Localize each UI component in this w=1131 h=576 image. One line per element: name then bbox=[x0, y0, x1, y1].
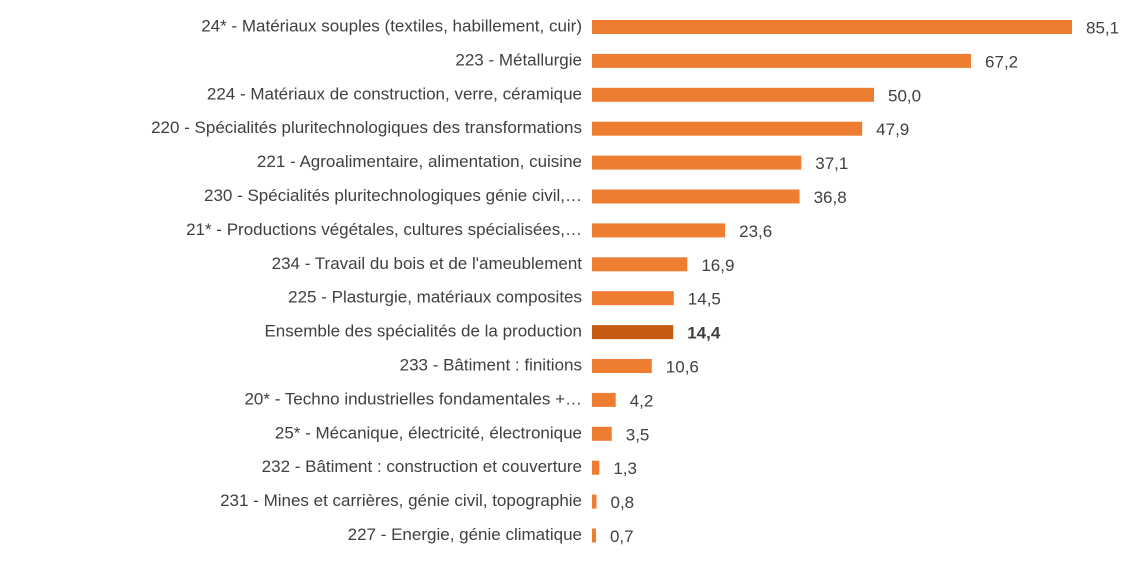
category-label: 223 - Métallurgie bbox=[455, 50, 582, 69]
value-label: 3,5 bbox=[626, 425, 650, 444]
category-label: 232 - Bâtiment : construction et couvert… bbox=[262, 457, 582, 476]
value-label: 50,0 bbox=[888, 86, 921, 105]
value-label: 14,4 bbox=[687, 324, 721, 343]
value-label: 1,3 bbox=[613, 459, 637, 478]
bar bbox=[592, 87, 875, 102]
value-label: 67,2 bbox=[985, 52, 1018, 71]
value-label: 16,9 bbox=[701, 256, 734, 275]
bar bbox=[592, 189, 800, 204]
bar bbox=[592, 20, 1072, 34]
category-label: 21* - Productions végétales, cultures sp… bbox=[186, 220, 582, 239]
category-label: 231 - Mines et carrières, génie civil, t… bbox=[220, 491, 582, 510]
bar bbox=[592, 291, 674, 306]
value-label: 85,1 bbox=[1086, 18, 1119, 37]
value-label: 37,1 bbox=[815, 154, 848, 173]
category-label: 230 - Spécialités pluritechnologiques gé… bbox=[204, 186, 582, 205]
bar bbox=[592, 392, 616, 407]
category-label: 233 - Bâtiment : finitions bbox=[400, 355, 582, 374]
category-label: 227 - Energie, génie climatique bbox=[348, 525, 582, 544]
value-label: 23,6 bbox=[739, 222, 772, 241]
bar bbox=[592, 426, 612, 441]
bar bbox=[592, 528, 596, 543]
bar bbox=[592, 325, 674, 340]
category-label: 221 - Agroalimentaire, alimentation, cui… bbox=[257, 152, 582, 171]
bar bbox=[592, 53, 972, 68]
bar bbox=[592, 494, 597, 509]
category-label: 225 - Plasturgie, matériaux composites bbox=[288, 288, 582, 307]
value-label: 0,8 bbox=[611, 493, 635, 512]
category-label: 234 - Travail du bois et de l'ameublemen… bbox=[272, 254, 583, 273]
value-label: 36,8 bbox=[814, 188, 847, 207]
value-label: 10,6 bbox=[666, 357, 699, 376]
value-label: 4,2 bbox=[630, 391, 654, 410]
category-label: 24* - Matériaux souples (textiles, habil… bbox=[201, 16, 582, 35]
bar bbox=[592, 359, 652, 373]
category-label: 224 - Matériaux de construction, verre, … bbox=[207, 84, 582, 103]
value-label: 47,9 bbox=[876, 120, 909, 139]
bar bbox=[592, 155, 802, 170]
category-label: 20* - Techno industrielles fondamentales… bbox=[244, 389, 582, 408]
bar bbox=[592, 121, 863, 136]
category-label: 25* - Mécanique, électricité, électroniq… bbox=[275, 423, 582, 442]
bar bbox=[592, 460, 600, 475]
category-label: Ensemble des spécialités de la productio… bbox=[264, 322, 582, 341]
bar bbox=[592, 223, 726, 238]
value-label: 14,5 bbox=[688, 290, 721, 309]
value-label: 0,7 bbox=[610, 527, 634, 546]
bar bbox=[592, 257, 688, 272]
category-label: 220 - Spécialités pluritechnologiques de… bbox=[151, 118, 582, 137]
